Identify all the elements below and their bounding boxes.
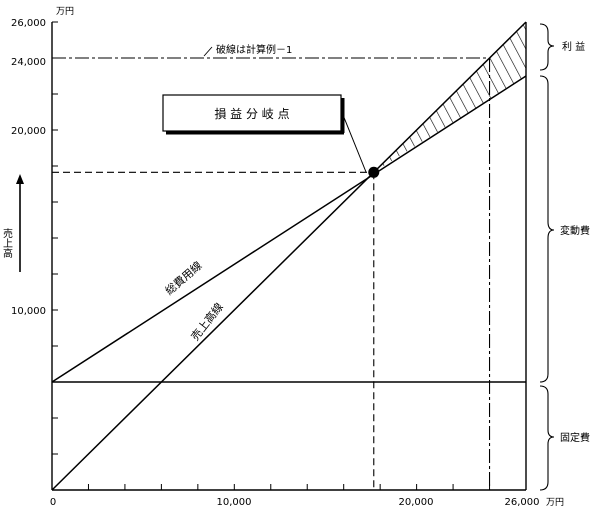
y-axis-title: 売上高 [1, 227, 13, 259]
series-line-total-cost [51, 75, 527, 383]
y-tick-label-20000: 20,000 [11, 126, 46, 137]
y-unit-label: 万円 [56, 6, 74, 17]
series-label-total-cost: 総費用線 [162, 258, 204, 297]
x-unit-label: 万円 [546, 497, 564, 508]
x-tick-label-20000: 20,000 [399, 497, 434, 508]
x-tick-label-0: 0 [50, 497, 56, 508]
brace-fixed-cost [539, 385, 555, 491]
y-tick-label-24000: 24,000 [11, 57, 46, 68]
brace-label-fixed-cost: 固定費 [560, 431, 590, 444]
brace-variable-cost [539, 75, 555, 383]
break-even-point-marker [368, 166, 380, 178]
brace-label-profit: 利 益 [562, 40, 585, 53]
break-even-label: 損 益 分 岐 点 [214, 106, 289, 121]
series-line-sales [51, 21, 527, 491]
x-tick-label-26000: 26,000 [505, 497, 540, 508]
y-axis-arrowhead [16, 174, 24, 184]
brace-profit [539, 23, 555, 71]
break-even-pointer [340, 109, 367, 173]
reference-label-pointer [203, 46, 213, 57]
brace-label-variable-cost: 変動費 [560, 224, 590, 237]
reference-line-label: 破線は計算例－1 [216, 43, 292, 56]
y-tick-label-26000: 26,000 [11, 18, 46, 29]
break-even-label-box [162, 94, 342, 132]
x-tick-label-10000: 10,000 [217, 497, 252, 508]
y-tick-label-10000: 10,000 [11, 306, 46, 317]
